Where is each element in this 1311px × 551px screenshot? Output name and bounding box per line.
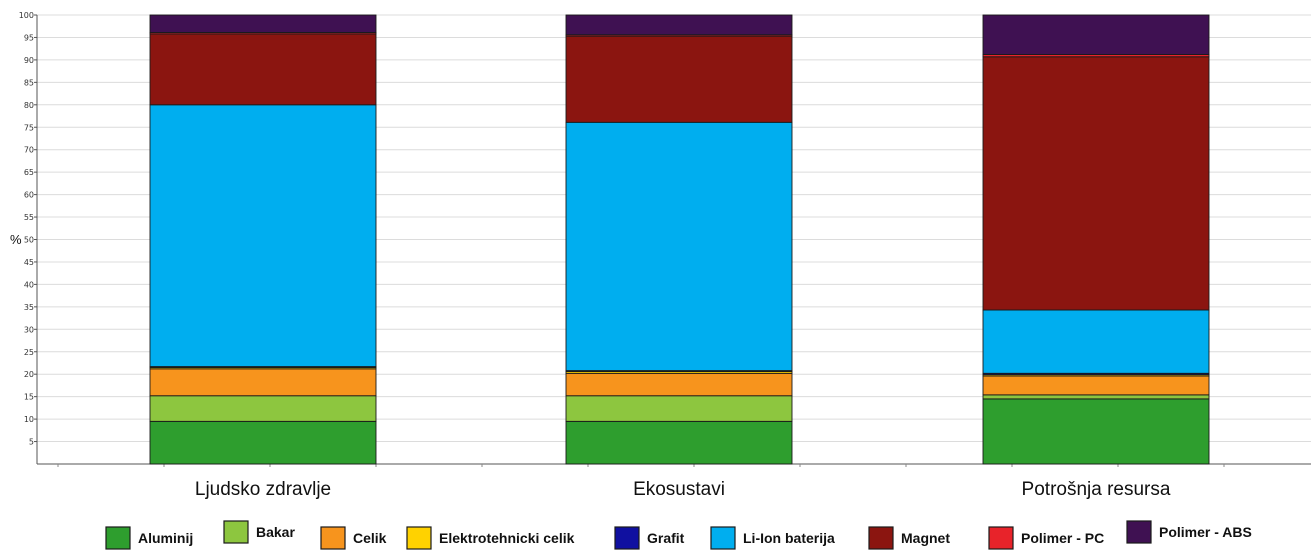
bar-segment [565, 372, 793, 397]
y-tick-label: 5 [29, 438, 34, 447]
y-tick-label: 95 [24, 33, 34, 42]
legend-label: Polimer - ABS [1159, 524, 1252, 540]
legend-swatch [1126, 520, 1152, 544]
bar-segment [149, 395, 377, 422]
category-label: Ekosustavi [633, 479, 725, 500]
y-tick-label: 55 [24, 213, 34, 222]
bar-segment [149, 14, 377, 33]
y-tick-label: 100 [19, 11, 34, 20]
y-tick-label: 25 [24, 348, 34, 357]
y-tick-label: 85 [24, 78, 34, 87]
y-tick-label: 30 [24, 325, 34, 334]
legend-swatch [868, 526, 894, 550]
bar-segment [565, 14, 793, 36]
legend-label: Li-Ion baterija [743, 530, 835, 546]
bar-segment [149, 368, 377, 397]
legend-swatch [105, 526, 131, 550]
y-tick-label: 20 [24, 370, 34, 379]
category-labels: Ljudsko zdravlje Ekosustavi Potrošnja resu… [195, 479, 1171, 500]
bar-segment [565, 35, 793, 123]
bar-segment [565, 121, 793, 372]
y-tick-label: 90 [24, 56, 34, 65]
legend-label: Aluminij [138, 530, 193, 546]
legend-label: Magnet [901, 530, 950, 546]
y-tick-label: 15 [24, 393, 34, 402]
bar-segment [149, 104, 377, 368]
bar-segment [982, 375, 1210, 396]
legend-swatch [406, 526, 432, 550]
legend-swatch [614, 526, 640, 550]
bar-segment [982, 14, 1210, 55]
y-tick-label: 35 [24, 303, 34, 312]
legend-swatch [710, 526, 736, 550]
y-tick-label: 65 [24, 168, 34, 177]
bar-segment [149, 33, 377, 106]
bars [149, 14, 1210, 465]
y-tick-label: 40 [24, 280, 34, 289]
bar-segment [982, 394, 1210, 400]
y-tick-label: 45 [24, 258, 34, 267]
y-tick-label: 10 [24, 415, 34, 424]
bar-segment [982, 398, 1210, 465]
legend-label: Grafit [647, 530, 685, 546]
legend-swatch [320, 526, 346, 550]
legend-label: Polimer - PC [1021, 530, 1104, 546]
y-tick-label: 60 [24, 191, 34, 200]
legend-label: Celik [353, 530, 387, 546]
legend-swatch [223, 520, 249, 544]
legend-label: Elektrotehnicki celik [439, 530, 575, 546]
bar-segment [982, 309, 1210, 374]
y-tick-label: 70 [24, 146, 34, 155]
legend-swatch [988, 526, 1014, 550]
y-tick-labels: 5 10 15 20 25 30 35 40 45 50 55 60 65 70 75 80 85 90 95 100 [19, 11, 34, 447]
y-tick-label: 80 [24, 101, 34, 110]
legend: Aluminij Bakar Celik Elektrotehnicki celik G… [105, 520, 1252, 550]
bar-segment [149, 420, 377, 465]
y-axis-label: % [10, 232, 22, 247]
y-tick-label: 50 [24, 236, 34, 245]
category-label: Potrošnja resursa [1022, 479, 1171, 500]
bar-segment [982, 56, 1210, 311]
y-tick-label: 75 [24, 123, 34, 132]
bar-segment [565, 420, 793, 465]
bar-segment [565, 395, 793, 422]
legend-label: Bakar [256, 524, 295, 540]
category-label: Ljudsko zdravlje [195, 479, 331, 500]
